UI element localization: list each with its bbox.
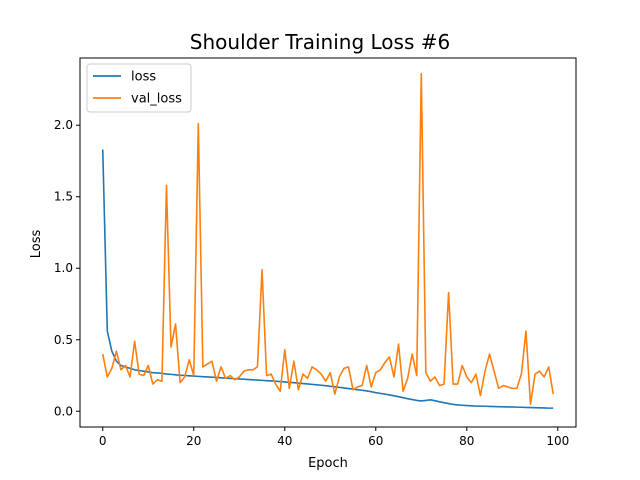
x-tick-label: 80 — [459, 434, 474, 448]
y-axis: 0.0 0.5 1.0 1.5 2.0 — [54, 118, 80, 418]
y-axis-label: Loss — [29, 230, 44, 259]
x-tick-label: 60 — [368, 434, 383, 448]
plot-area — [79, 57, 577, 428]
plot-frame — [79, 57, 577, 428]
x-tick-label: 0 — [99, 434, 107, 448]
y-tick-label: 0.5 — [54, 333, 73, 347]
x-axis: 0 20 40 60 80 100 — [99, 427, 569, 448]
x-tick-label: 100 — [546, 434, 569, 448]
x-tick-label: 20 — [186, 434, 201, 448]
y-tick-label: 2.0 — [54, 118, 73, 132]
legend-label-loss: loss — [131, 70, 156, 85]
y-tick-label: 1.0 — [54, 261, 73, 275]
y-tick-label: 0.0 — [54, 404, 73, 418]
legend: loss val_loss — [86, 63, 192, 113]
x-axis-label: Epoch — [308, 456, 348, 471]
chart-title: Shoulder Training Loss #6 — [190, 30, 450, 54]
series-line-loss — [101, 149, 554, 409]
y-tick-label: 1.5 — [54, 190, 73, 204]
x-tick-label: 40 — [277, 434, 292, 448]
series-line-val-loss — [101, 72, 555, 405]
legend-label-val-loss: val_loss — [131, 92, 182, 107]
